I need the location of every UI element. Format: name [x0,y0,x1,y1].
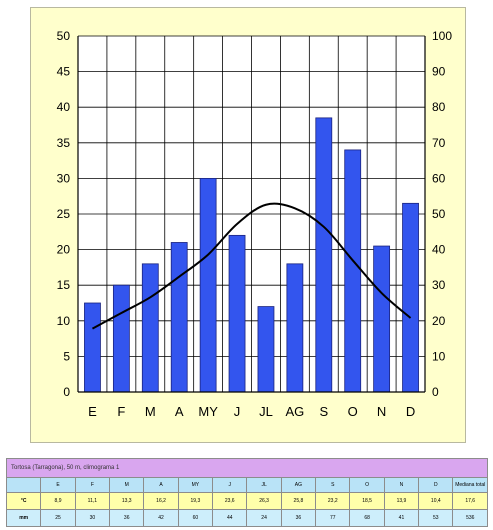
precipitation-cell: 77 [315,509,351,527]
precipitation-cell: 53 [418,509,454,527]
table-header-summary: Mediana total [452,477,488,493]
table-header-month: MY [177,477,214,493]
table-row-precipitation: mm 25 30 36 42 60 44 24 36 77 68 41 53 5… [5,509,488,527]
right-axis-tick-label: 30 [432,278,446,292]
month-tick-label: A [175,404,184,419]
left-axis-tick-label: 50 [57,29,71,43]
precipitation-cell: 41 [383,509,420,527]
month-tick-label: MY [198,404,218,419]
left-axis-tick-label: 10 [57,314,71,328]
right-axis-tick-label: 20 [432,314,446,328]
table-header-month: N [383,477,420,493]
precipitation-summary: 536 [452,509,488,527]
precipitation-bar [228,234,246,393]
right-axis-tick-label: 0 [432,385,439,399]
precipitation-bar [315,117,333,393]
table-header-month: M [109,477,145,493]
left-axis-tick-label: 25 [57,207,71,221]
precipitation-bar [373,245,391,393]
month-tick-label: J [234,404,241,419]
month-tick-label: N [377,404,386,419]
right-axis-tick-label: 10 [432,349,446,363]
table-header-month: A [143,477,179,493]
chart-panel: 0 5 10 15 20 25 30 35 40 45 50 0 10 20 30 40 50 60 70 80 90 1… [30,7,466,443]
precipitation-bar [170,242,188,393]
month-tick-label: D [406,404,415,419]
right-axis-tick-label: 60 [432,171,446,185]
precipitation-bar [199,177,217,393]
month-tick-label: M [145,404,156,419]
right-axis-tick-label: 40 [432,243,446,257]
row-label-temperature: °C [5,492,42,510]
table-row-temperature: °C 8,9 11,1 13,3 16,2 19,3 23,6 26,3 25,… [5,492,488,510]
precipitation-cell: 36 [109,509,145,527]
left-axis-tick-label: 0 [63,385,70,399]
month-tick-label: O [348,404,358,419]
row-label-precipitation: mm [5,509,42,527]
temperature-cell: 19,3 [177,492,214,510]
month-tick-label: S [319,404,328,419]
climate-data-table: Tortosa (Tarragona), 50 m, climograma 1 … [5,458,488,527]
precipitation-bar [112,284,130,393]
month-tick-label: F [117,404,125,419]
table-header-month: S [315,477,351,493]
precipitation-cell: 30 [74,509,111,527]
temperature-cell: 11,1 [74,492,111,510]
temperature-line [91,202,412,330]
precipitation-cell: 44 [212,509,248,527]
precipitation-cell: 24 [246,509,282,527]
month-tick-label: E [88,404,97,419]
temperature-cell: 13,9 [383,492,420,510]
month-tick-label: JL [259,404,273,419]
table-header-blank [5,477,42,493]
left-axis-tick-label: 30 [57,171,71,185]
table-header-month: D [418,477,454,493]
temperature-summary: 17,6 [452,492,488,510]
left-axis-tick-label: 20 [57,243,71,257]
temperature-cell: 13,3 [109,492,145,510]
left-axis-tick-label: 15 [57,278,71,292]
precipitation-bar [257,306,275,393]
precipitation-cell: 36 [280,509,317,527]
precipitation-bar [286,263,304,393]
temperature-cell: 10,4 [418,492,454,510]
precipitation-cell: 42 [143,509,179,527]
temperature-cell: 26,3 [246,492,282,510]
right-axis-tick-label: 80 [432,100,446,114]
left-axis-tick-label: 35 [57,136,71,150]
table-header-month: F [74,477,111,493]
temperature-cell: 18,5 [349,492,385,510]
precipitation-bar [141,263,159,393]
table-header-row: E F M A MY J JL AG S O N D Mediana total [5,477,488,493]
table-header-month: O [349,477,385,493]
climograph-chart: 0 5 10 15 20 25 30 35 40 45 50 0 10 20 30 40 50 60 70 80 90 1… [57,29,453,419]
temperature-cell: 25,8 [280,492,317,510]
table-header-month: JL [246,477,282,493]
precipitation-bar [84,302,101,393]
temperature-cell: 23,2 [315,492,351,510]
precipitation-bar [402,202,419,393]
left-axis-tick-label: 45 [57,65,71,79]
left-axis-tick-label: 5 [63,349,70,363]
table-header-month: AG [280,477,317,493]
right-axis-tick-label: 50 [432,207,446,221]
month-tick-label: AG [285,404,304,419]
precipitation-cell: 68 [349,509,385,527]
precipitation-cell: 60 [177,509,214,527]
right-axis-tick-label: 90 [432,65,446,79]
table-caption-row: Tortosa (Tarragona), 50 m, climograma 1 [6,458,488,478]
table-header-month: E [40,477,76,493]
temperature-cell: 23,6 [212,492,248,510]
precipitation-bar [344,149,362,393]
precipitation-cell: 25 [40,509,76,527]
left-axis-tick-label: 40 [57,100,71,114]
table-header-month: J [212,477,248,493]
temperature-cell: 8,9 [40,492,76,510]
right-axis-tick-label: 100 [432,29,452,43]
right-axis-tick-label: 70 [432,136,446,150]
table-caption: Tortosa (Tarragona), 50 m, climograma 1 [6,458,488,478]
temperature-cell: 16,2 [143,492,179,510]
